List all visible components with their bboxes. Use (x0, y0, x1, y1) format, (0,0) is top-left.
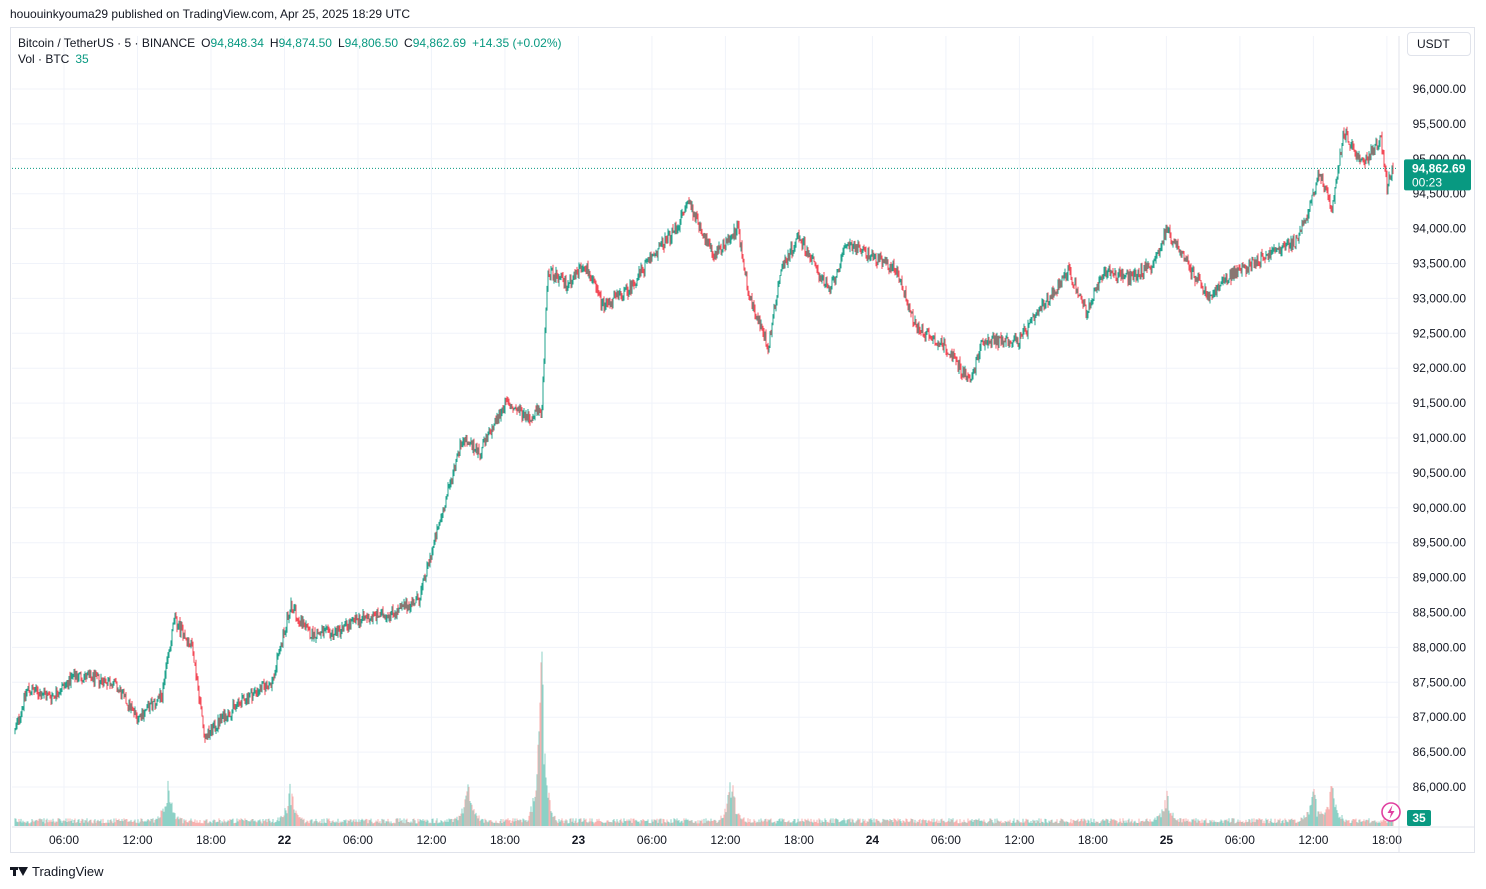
x-tick-label: 18:00 (1078, 833, 1108, 847)
open-value: 94,848.34 (210, 36, 264, 50)
x-tick-label: 25 (1160, 833, 1174, 847)
y-tick-label: 89,000.00 (1413, 571, 1467, 585)
x-tick-label: 12:00 (1298, 833, 1328, 847)
last-price-label: 94,862.69 (1412, 161, 1466, 175)
tradingview-logo-icon (10, 862, 28, 880)
y-tick-label: 91,500.00 (1413, 396, 1467, 410)
x-tick-label: 18:00 (1372, 833, 1402, 847)
chart-legend: Bitcoin / TetherUS · 5 · BINANCE O 94,848… (18, 35, 562, 67)
y-tick-label: 88,000.00 (1413, 640, 1467, 654)
low-label: L (337, 36, 345, 50)
change-value: +14.35 (+0.02%) (472, 36, 562, 50)
y-tick-label: 91,000.00 (1413, 431, 1467, 445)
x-tick-label: 12:00 (710, 833, 740, 847)
y-tick-label: 92,000.00 (1413, 361, 1467, 375)
x-tick-label: 18:00 (196, 833, 226, 847)
y-tick-label: 86,500.00 (1413, 745, 1467, 759)
y-tick-label: 87,000.00 (1413, 710, 1467, 724)
x-tick-label: 06:00 (343, 833, 373, 847)
x-tick-label: 06:00 (1225, 833, 1255, 847)
last-price-badge (1404, 159, 1471, 191)
countdown-label: 00:23 (1412, 175, 1442, 189)
lightning-bolt (1387, 805, 1395, 819)
y-tick-label: 93,500.00 (1413, 257, 1467, 271)
x-tick-label: 18:00 (784, 833, 814, 847)
close-value: 94,862.69 (412, 36, 467, 50)
volume-value: 35 (75, 52, 89, 66)
x-tick-label: 18:00 (490, 833, 520, 847)
x-tick-label: 23 (572, 833, 586, 847)
x-tick-label: 06:00 (637, 833, 667, 847)
high-label: H (269, 36, 279, 50)
x-tick-label: 06:00 (49, 833, 79, 847)
close-label: C (404, 36, 413, 50)
publish-info: hououinkyouma29 published on TradingView… (10, 7, 411, 21)
volume-badge-label: 35 (1412, 811, 1426, 825)
high-value: 94,874.50 (278, 36, 332, 50)
y-tick-label: 92,500.00 (1413, 326, 1467, 340)
x-tick-label: 22 (278, 833, 292, 847)
x-tick-label: 06:00 (931, 833, 961, 847)
open-label: O (201, 36, 211, 50)
x-tick-label: 12:00 (1004, 833, 1034, 847)
x-tick-label: 12:00 (416, 833, 446, 847)
y-tick-label: 93,000.00 (1413, 291, 1467, 305)
footer-brand[interactable]: TradingView (10, 862, 104, 880)
y-tick-label: 86,000.00 (1413, 780, 1467, 794)
y-tick-label: 90,500.00 (1413, 466, 1467, 480)
volume-badge (1407, 810, 1431, 826)
brand-name: TradingView (32, 863, 104, 879)
x-tick-label: 12:00 (122, 833, 152, 847)
currency-button[interactable]: USDT (1407, 32, 1471, 56)
symbol-label[interactable]: Bitcoin / TetherUS · 5 · BINANCE (18, 36, 196, 50)
x-tick-label: 24 (866, 833, 880, 847)
y-tick-label: 94,000.00 (1413, 222, 1467, 236)
volume-label[interactable]: Vol · BTC (18, 52, 70, 66)
volume-row: Vol · BTC 35 (18, 51, 562, 67)
y-tick-label: 88,500.00 (1413, 606, 1467, 620)
low-value: 94,806.50 (344, 36, 399, 50)
ohlc-row: Bitcoin / TetherUS · 5 · BINANCE O 94,848… (18, 35, 562, 51)
chart-frame (10, 27, 1475, 853)
y-tick-label: 96,000.00 (1413, 82, 1467, 96)
y-tick-label: 89,500.00 (1413, 536, 1467, 550)
y-tick-label: 90,000.00 (1413, 501, 1467, 515)
y-tick-label: 95,500.00 (1413, 117, 1467, 131)
y-tick-label: 87,500.00 (1413, 675, 1467, 689)
